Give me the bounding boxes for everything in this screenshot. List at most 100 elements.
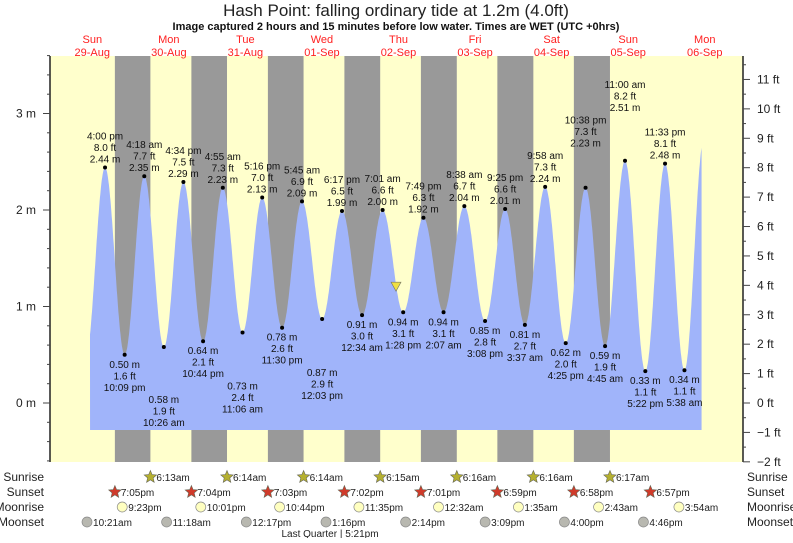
high-tide-label: 1.99 m xyxy=(327,198,358,209)
low-tide-point xyxy=(320,317,325,322)
sunset-time: 7:03pm xyxy=(274,488,307,499)
moonrise-time: 11:35pm xyxy=(365,503,403,514)
moonrise-icon xyxy=(513,501,524,513)
high-tide-label-group: 11:00 am8.2 ft2.51 m xyxy=(605,80,646,114)
date-label: 31-Aug xyxy=(228,47,263,59)
moonset-time: 1:16pm xyxy=(332,518,365,529)
low-tide-label: 1.1 ft xyxy=(673,387,695,398)
high-tide-point xyxy=(181,180,186,185)
sunset-icon xyxy=(260,484,275,498)
moonrise-icon xyxy=(195,501,207,513)
low-tide-label: 4:25 pm xyxy=(548,371,584,382)
right-tick-label: 0 ft xyxy=(757,396,774,410)
low-tide-point xyxy=(603,344,608,349)
high-tide-label: 6.6 ft xyxy=(494,185,516,196)
low-tide-label: 0.81 m xyxy=(510,330,541,341)
day-of-week-label: Sat xyxy=(543,34,560,46)
low-tide-label: 0.87 m xyxy=(307,368,338,379)
high-tide-label-group: 4:55 am7.3 ft2.23 m xyxy=(205,152,241,186)
high-tide-point xyxy=(663,161,668,166)
moonrise-icon xyxy=(274,501,285,513)
moonset-time: 3:09pm xyxy=(491,518,524,529)
low-tide-label: 2.0 ft xyxy=(555,360,577,371)
sunset-icon xyxy=(107,484,122,498)
high-tide-point xyxy=(543,184,548,189)
sunrise-icon xyxy=(296,469,311,483)
left-tick-label: 2 m xyxy=(16,203,36,217)
high-tide-label: 8.2 ft xyxy=(614,91,636,102)
date-label: 30-Aug xyxy=(151,47,186,59)
moon-phase-label: Last Quarter | 5:21pm xyxy=(281,529,378,538)
low-tide-label: 3.0 ft xyxy=(351,332,373,343)
low-tide-point xyxy=(201,339,206,344)
high-tide-label-group: 5:16 pm7.0 ft2.13 m xyxy=(244,161,280,195)
low-tide-label: 0.91 m xyxy=(347,320,378,331)
high-tide-label: 2.23 m xyxy=(208,175,239,186)
low-tide-label: 2.7 ft xyxy=(514,341,536,352)
low-tide-point xyxy=(682,368,687,373)
moonset-row-label: Moonset xyxy=(0,515,45,529)
low-tide-label: 2.8 ft xyxy=(474,337,496,348)
low-tide-label: 3:37 am xyxy=(507,353,543,364)
low-tide-label: 0.73 m xyxy=(227,382,258,393)
high-tide-label: 7.3 ft xyxy=(534,162,556,173)
sunset-time: 7:04pm xyxy=(197,488,230,499)
day-of-week-label: Tue xyxy=(236,34,255,46)
low-tide-label: 12:03 pm xyxy=(301,391,343,402)
moonrise-time: 10:44pm xyxy=(286,503,325,514)
moonset-icon xyxy=(479,516,491,528)
high-tide-label: 6.9 ft xyxy=(291,177,313,188)
day-of-week-label: Sun xyxy=(82,34,102,46)
date-label: 05-Sep xyxy=(610,47,645,59)
high-tide-label: 2.13 m xyxy=(247,184,278,195)
low-tide-point xyxy=(483,318,488,323)
right-tick-label: 6 ft xyxy=(757,220,774,234)
right-tick-label: 2 ft xyxy=(757,337,774,351)
high-tide-label-group: 9:58 am7.3 ft2.24 m xyxy=(527,151,563,185)
sunrise-time: 6:16am xyxy=(539,473,572,484)
low-tide-label: 0.85 m xyxy=(470,326,501,337)
low-tide-point xyxy=(161,345,166,350)
moonset-icon xyxy=(400,516,411,528)
low-tide-label: 2.6 ft xyxy=(271,344,293,355)
low-tide-label: 1.1 ft xyxy=(634,388,656,399)
high-tide-label: 7.3 ft xyxy=(212,163,234,174)
moonset-icon xyxy=(559,516,570,528)
low-tide-point xyxy=(643,369,648,374)
sunrise-time: 6:15am xyxy=(386,473,419,484)
sunset-time: 7:05pm xyxy=(121,488,154,499)
high-tide-label: 2.23 m xyxy=(570,138,601,149)
high-tide-label: 2.48 m xyxy=(650,151,681,162)
low-tide-label: 2.9 ft xyxy=(311,380,333,391)
low-tide-point xyxy=(280,325,285,330)
high-tide-label-group: 10:38 pm7.3 ft2.23 m xyxy=(565,115,607,149)
sunrise-row-label-right: Sunrise xyxy=(747,470,788,484)
low-tide-point xyxy=(360,313,365,318)
low-tide-label: 3.1 ft xyxy=(392,329,414,340)
high-tide-label: 6:17 pm xyxy=(324,175,360,186)
high-tide-point xyxy=(623,158,628,163)
low-tide-label: 5:38 am xyxy=(666,398,702,409)
low-tide-label: 0.78 m xyxy=(267,333,298,344)
high-tide-point xyxy=(103,165,108,170)
sunrise-time: 6:17am xyxy=(616,473,649,484)
sunset-time: 7:01pm xyxy=(427,488,460,499)
date-label: 02-Sep xyxy=(381,47,416,59)
low-tide-point xyxy=(563,341,568,346)
chart-title: Hash Point: falling ordinary tide at 1.2… xyxy=(223,1,569,20)
low-tide-label: 3.1 ft xyxy=(432,329,454,340)
high-tide-label: 4:18 am xyxy=(126,140,162,151)
sunset-icon xyxy=(184,484,199,498)
high-tide-label-group: 9:25 pm6.6 ft2.01 m xyxy=(487,173,523,207)
sunrise-icon xyxy=(143,469,158,483)
sunrise-time: 6:13am xyxy=(156,473,189,484)
moonset-icon xyxy=(81,516,93,528)
sunset-time: 6:57pm xyxy=(656,488,689,499)
low-tide-label: 1.9 ft xyxy=(153,407,175,418)
day-of-week-label: Mon xyxy=(694,34,715,46)
low-tide-label: 0.58 m xyxy=(149,395,180,406)
sunset-row-label-right: Sunset xyxy=(747,485,785,499)
